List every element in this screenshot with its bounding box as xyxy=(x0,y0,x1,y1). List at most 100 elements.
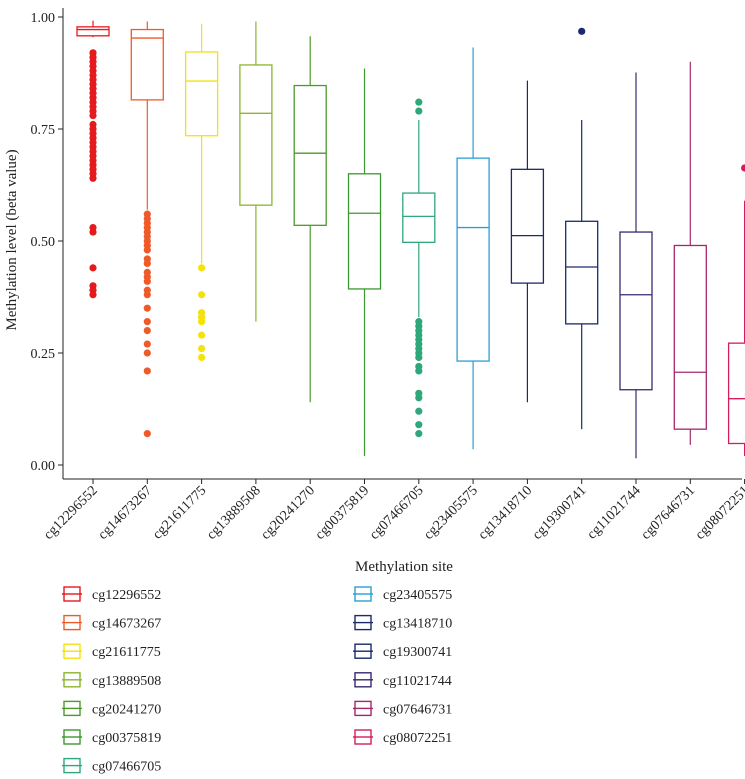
legend-key xyxy=(353,614,373,631)
outlier-point xyxy=(415,407,423,415)
x-axis-ticks: cg12296552cg14673267cg21611775cg13889508… xyxy=(41,479,745,543)
legend-item: cg21611775 xyxy=(62,643,161,660)
legend-item: cg23405575 xyxy=(353,586,452,603)
outlier-point xyxy=(198,264,206,272)
box-body xyxy=(619,231,653,391)
y-axis-ticks: 0.00 0.25 0.50 0.75 1.00 xyxy=(31,11,63,474)
legend-key xyxy=(62,672,82,688)
box-cg07646731 xyxy=(673,61,707,445)
legend-item: cg19300741 xyxy=(353,643,452,660)
outlier-point xyxy=(143,349,151,357)
y-tick-label: 1.00 xyxy=(31,11,56,26)
box-body xyxy=(184,51,219,137)
legend-item: cg20241270 xyxy=(62,700,161,717)
box-cg20241270 xyxy=(293,36,327,403)
x-tick-label: cg13418710 xyxy=(476,483,536,543)
legend-item: cg07646731 xyxy=(353,700,452,717)
legend-key xyxy=(353,643,373,659)
x-tick-label: cg07646731 xyxy=(639,483,699,543)
legend-label: cg21611775 xyxy=(92,645,161,660)
legend-key xyxy=(353,700,373,717)
outlier-point xyxy=(143,246,151,254)
box-body xyxy=(673,244,707,430)
outlier-point xyxy=(415,421,423,429)
outlier-point xyxy=(143,291,151,299)
box-series xyxy=(76,20,745,459)
outlier-point xyxy=(578,27,586,35)
outlier-point xyxy=(143,277,151,285)
legend-item: cg07466705 xyxy=(62,757,161,775)
legend-label: cg07466705 xyxy=(92,760,161,775)
box-cg07466705 xyxy=(402,98,436,438)
legend-label: cg07646731 xyxy=(383,702,452,717)
box-body xyxy=(402,192,436,243)
outlier-point xyxy=(198,318,206,326)
box-cg14673267 xyxy=(130,21,164,438)
legend-item: cg12296552 xyxy=(62,586,161,603)
legend-label: cg23405575 xyxy=(383,588,452,603)
outlier-point xyxy=(415,107,423,115)
outlier-point xyxy=(89,264,97,272)
legend-label: cg08072251 xyxy=(383,731,452,746)
x-tick-label: cg14673267 xyxy=(96,483,156,543)
box-body xyxy=(130,28,164,101)
outlier-point xyxy=(143,367,151,375)
y-tick-label: 0.75 xyxy=(31,123,56,138)
outlier-point xyxy=(198,331,206,339)
legend-key xyxy=(62,757,82,774)
box-cg11021744 xyxy=(619,72,653,459)
legend-item: cg00375819 xyxy=(62,729,161,746)
x-tick-label: cg07466705 xyxy=(367,483,427,543)
outlier-point xyxy=(415,98,423,106)
legend-item: cg08072251 xyxy=(353,729,452,746)
legend-key xyxy=(353,586,373,602)
box-cg13889508 xyxy=(239,21,273,322)
x-tick-label: cg21611775 xyxy=(150,483,209,542)
outlier-point xyxy=(143,327,151,335)
y-tick-label: 0.25 xyxy=(31,347,56,362)
box-cg23405575 xyxy=(456,47,490,450)
box-body xyxy=(456,157,490,362)
box-body xyxy=(727,342,745,445)
legend-item: cg14673267 xyxy=(62,614,161,632)
box-cg19300741 xyxy=(565,27,599,430)
legend-key xyxy=(62,614,82,631)
outlier-point xyxy=(143,304,151,312)
outlier-point xyxy=(89,111,97,120)
box-body xyxy=(347,173,382,290)
outlier-point xyxy=(143,259,151,267)
legend-key xyxy=(62,729,82,745)
box-body xyxy=(565,220,599,325)
legend-label: cg14673267 xyxy=(92,617,161,632)
legend-key xyxy=(62,643,82,659)
outlier-point xyxy=(198,344,206,353)
legend-label: cg19300741 xyxy=(383,645,452,660)
outlier-point xyxy=(143,318,151,326)
box-cg00375819 xyxy=(347,68,382,457)
outlier-point xyxy=(415,394,423,402)
legend-key xyxy=(353,729,373,745)
y-tick-label: 0.00 xyxy=(31,459,56,474)
legend-item: cg13889508 xyxy=(62,672,161,689)
x-tick-label: cg00375819 xyxy=(313,483,373,543)
outlier-point xyxy=(415,367,423,375)
x-tick-label: cg11021744 xyxy=(585,483,644,542)
legend-key xyxy=(62,586,82,602)
legend-item: cg13418710 xyxy=(353,614,452,632)
outlier-point xyxy=(198,291,206,299)
outlier-point xyxy=(415,353,423,362)
outlier-point xyxy=(89,174,97,182)
outlier-point xyxy=(741,164,745,172)
legend-label: cg13418710 xyxy=(383,617,452,632)
legend-key xyxy=(62,700,82,717)
outlier-point xyxy=(198,353,206,362)
legend-label: cg00375819 xyxy=(92,731,161,746)
x-tick-label: cg20241270 xyxy=(258,483,318,543)
outlier-point xyxy=(143,430,151,438)
outlier-point xyxy=(89,228,97,236)
legend-item: cg11021744 xyxy=(353,672,452,689)
legend-label: cg12296552 xyxy=(92,588,161,603)
x-tick-label: cg13889508 xyxy=(204,483,264,543)
legend-label: cg11021744 xyxy=(383,674,452,689)
